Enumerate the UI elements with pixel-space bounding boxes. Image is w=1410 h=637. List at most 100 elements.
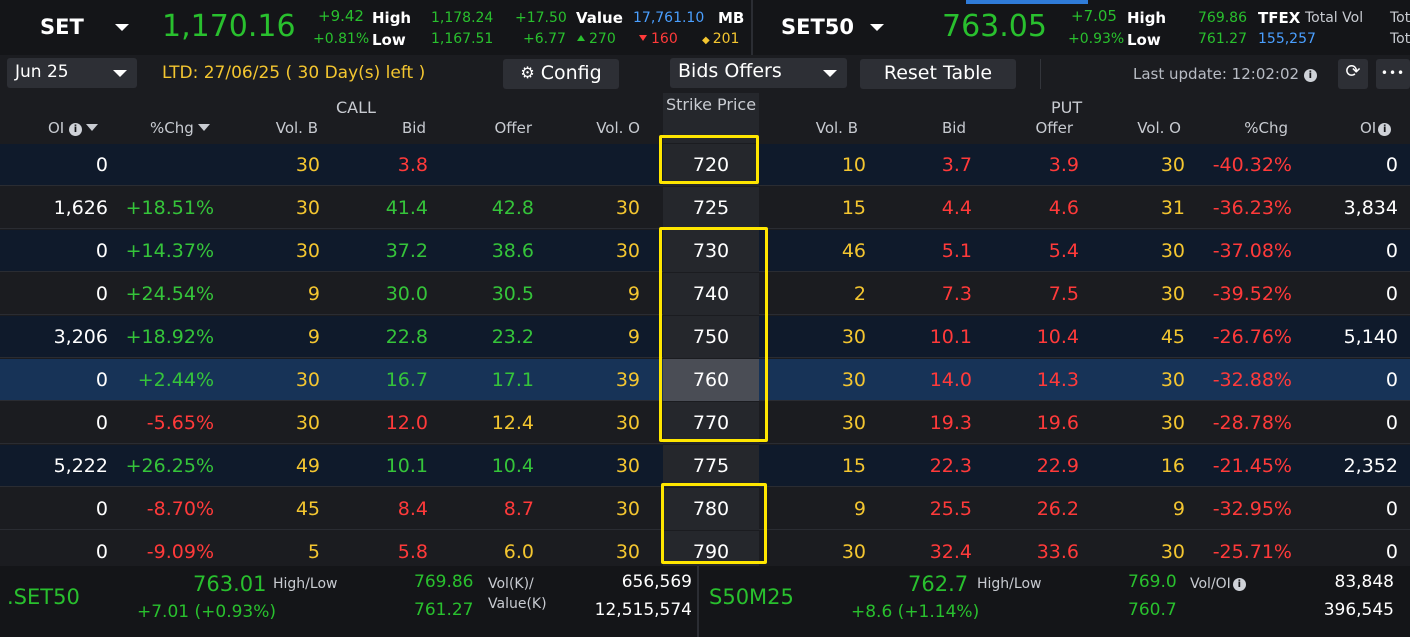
call-oi: 0: [95, 283, 108, 305]
put-offer[interactable]: 10.4: [1036, 326, 1079, 348]
call-offer[interactable]: 23.2: [491, 326, 534, 348]
put-bid[interactable]: 22.3: [929, 455, 972, 477]
table-row-atm[interactable]: 0 +2.44% 30 16.7 17.1 39 760 30 14.0 14.…: [0, 359, 1410, 401]
table-row[interactable]: 1,626 +18.51% 30 41.4 42.8 30 725 15 4.4…: [0, 187, 1410, 229]
table-row[interactable]: 0 +14.37% 30 37.2 38.6 30 730 46 5.1 5.4…: [0, 230, 1410, 272]
put-pchg-header[interactable]: %Chg: [1244, 119, 1288, 137]
info-icon[interactable]: i: [1232, 578, 1246, 591]
call-bid[interactable]: 41.4: [385, 197, 428, 219]
put-oi-header[interactable]: OI i: [1360, 119, 1392, 137]
call-volb-header[interactable]: Vol. B: [275, 119, 318, 137]
table-row[interactable]: 0 +24.54% 9 30.0 30.5 9 740 2 7.3 7.5 30…: [0, 273, 1410, 315]
strike-cell-bg: [663, 273, 759, 315]
call-bid[interactable]: 30.0: [385, 283, 428, 305]
call-offer[interactable]: 10.4: [491, 455, 534, 477]
table-row[interactable]: 0 30 3.8 720 10 3.7 3.9 30 -40.32% 0: [0, 144, 1410, 186]
put-bid[interactable]: 5.1: [941, 240, 972, 262]
futures-hl-label: High/Low: [977, 576, 1042, 592]
put-bid-header[interactable]: Bid: [942, 119, 966, 137]
put-offer[interactable]: 33.6: [1036, 541, 1079, 563]
info-icon[interactable]: i: [1378, 123, 1392, 136]
call-offer[interactable]: 8.7: [503, 498, 534, 520]
put-bid[interactable]: 25.5: [929, 498, 972, 520]
put-bid[interactable]: 4.4: [941, 197, 972, 219]
call-volo-header[interactable]: Vol. O: [596, 119, 640, 137]
refresh-button[interactable]: ⟳: [1338, 59, 1368, 89]
reset-table-button[interactable]: Reset Table: [860, 59, 1016, 89]
put-offer-header[interactable]: Offer: [1035, 119, 1073, 137]
strike-price-label: Strike Price: [665, 95, 757, 114]
call-offer[interactable]: [450, 144, 534, 186]
call-offer[interactable]: 12.4: [491, 412, 534, 434]
put-offer[interactable]: 19.6: [1036, 412, 1079, 434]
info-icon[interactable]: i: [69, 123, 83, 136]
strike-price: 780: [692, 498, 730, 520]
index-name-set50: SET50: [781, 15, 855, 39]
call-pchg: [120, 144, 214, 186]
call-bid[interactable]: 37.2: [385, 240, 428, 262]
put-offer[interactable]: 26.2: [1036, 498, 1079, 520]
put-volb: 46: [841, 240, 866, 262]
call-offer[interactable]: 6.0: [503, 541, 534, 563]
chevron-down-icon[interactable]: [870, 24, 884, 31]
put-bid[interactable]: 3.7: [941, 154, 972, 176]
call-bid[interactable]: 8.4: [397, 498, 428, 520]
config-button[interactable]: ⚙ Config: [503, 59, 619, 89]
call-bid-header[interactable]: Bid: [402, 119, 426, 137]
call-bid[interactable]: 5.8: [397, 541, 428, 563]
call-oi-header[interactable]: OI i: [48, 119, 99, 137]
table-row[interactable]: 5,222 +26.25% 49 10.1 10.4 30 775 15 22.…: [0, 445, 1410, 487]
strike-price: 770: [692, 412, 730, 434]
underlying-symbol[interactable]: .SET50: [7, 585, 80, 609]
futures-symbol[interactable]: S50M25: [709, 585, 794, 609]
call-offer[interactable]: 42.8: [491, 197, 534, 219]
put-offer[interactable]: 22.9: [1036, 455, 1079, 477]
put-bid[interactable]: 7.3: [941, 283, 972, 305]
call-pchg-header[interactable]: %Chg: [150, 119, 210, 137]
call-volo: 30: [615, 240, 640, 262]
put-offer[interactable]: 5.4: [1048, 240, 1079, 262]
put-offer[interactable]: 7.5: [1048, 283, 1079, 305]
put-bid[interactable]: 10.1: [929, 326, 972, 348]
call-offer[interactable]: 38.6: [491, 240, 534, 262]
call-volb: 30: [295, 197, 320, 219]
underlying-value: 12,515,574: [594, 600, 692, 620]
chevron-down-icon: [113, 70, 127, 77]
put-volb: 2: [853, 283, 866, 305]
put-bid[interactable]: 19.3: [929, 412, 972, 434]
declines: 160: [639, 31, 678, 47]
chevron-down-icon[interactable]: [115, 24, 129, 31]
call-offer[interactable]: 30.5: [491, 283, 534, 305]
view-select[interactable]: Bids Offers: [670, 58, 847, 88]
put-offer[interactable]: 3.9: [1048, 154, 1079, 176]
series-select[interactable]: Jun 25: [7, 58, 137, 88]
set-high-diff: +17.50: [515, 10, 567, 26]
call-offer-header[interactable]: Offer: [494, 119, 532, 137]
call-bid[interactable]: 10.1: [385, 455, 428, 477]
put-volb-header[interactable]: Vol. B: [815, 119, 858, 137]
put-volo: 30: [1160, 283, 1185, 305]
call-bid[interactable]: 16.7: [385, 369, 428, 391]
put-pchg: -37.08%: [1212, 240, 1292, 262]
set50-change-pct: +0.93%: [1068, 31, 1125, 47]
put-bid[interactable]: 32.4: [929, 541, 972, 563]
put-volb: 15: [841, 455, 866, 477]
table-row[interactable]: 3,206 +18.92% 9 22.8 23.2 9 750 30 10.1 …: [0, 316, 1410, 358]
call-offer[interactable]: 17.1: [491, 369, 534, 391]
put-bid[interactable]: 14.0: [929, 369, 972, 391]
put-volo-header[interactable]: Vol. O: [1137, 119, 1181, 137]
put-volo: 31: [1160, 197, 1185, 219]
info-icon[interactable]: i: [1303, 69, 1317, 82]
highlight-box-780-790: [661, 483, 767, 564]
table-row[interactable]: 0 -8.70% 45 8.4 8.7 30 780 9 25.5 26.2 9…: [0, 488, 1410, 530]
call-volb: 49: [295, 455, 320, 477]
call-bid[interactable]: 3.8: [397, 154, 428, 176]
put-offer[interactable]: 4.6: [1048, 197, 1079, 219]
put-offer[interactable]: 14.3: [1036, 369, 1079, 391]
call-bid[interactable]: 12.0: [385, 412, 428, 434]
put-pchg: -25.71%: [1212, 541, 1292, 563]
more-button[interactable]: •••: [1376, 59, 1410, 89]
call-bid[interactable]: 22.8: [385, 326, 428, 348]
table-row[interactable]: 0 -5.65% 30 12.0 12.4 30 770 30 19.3 19.…: [0, 402, 1410, 444]
call-group-label: CALL: [336, 98, 376, 117]
